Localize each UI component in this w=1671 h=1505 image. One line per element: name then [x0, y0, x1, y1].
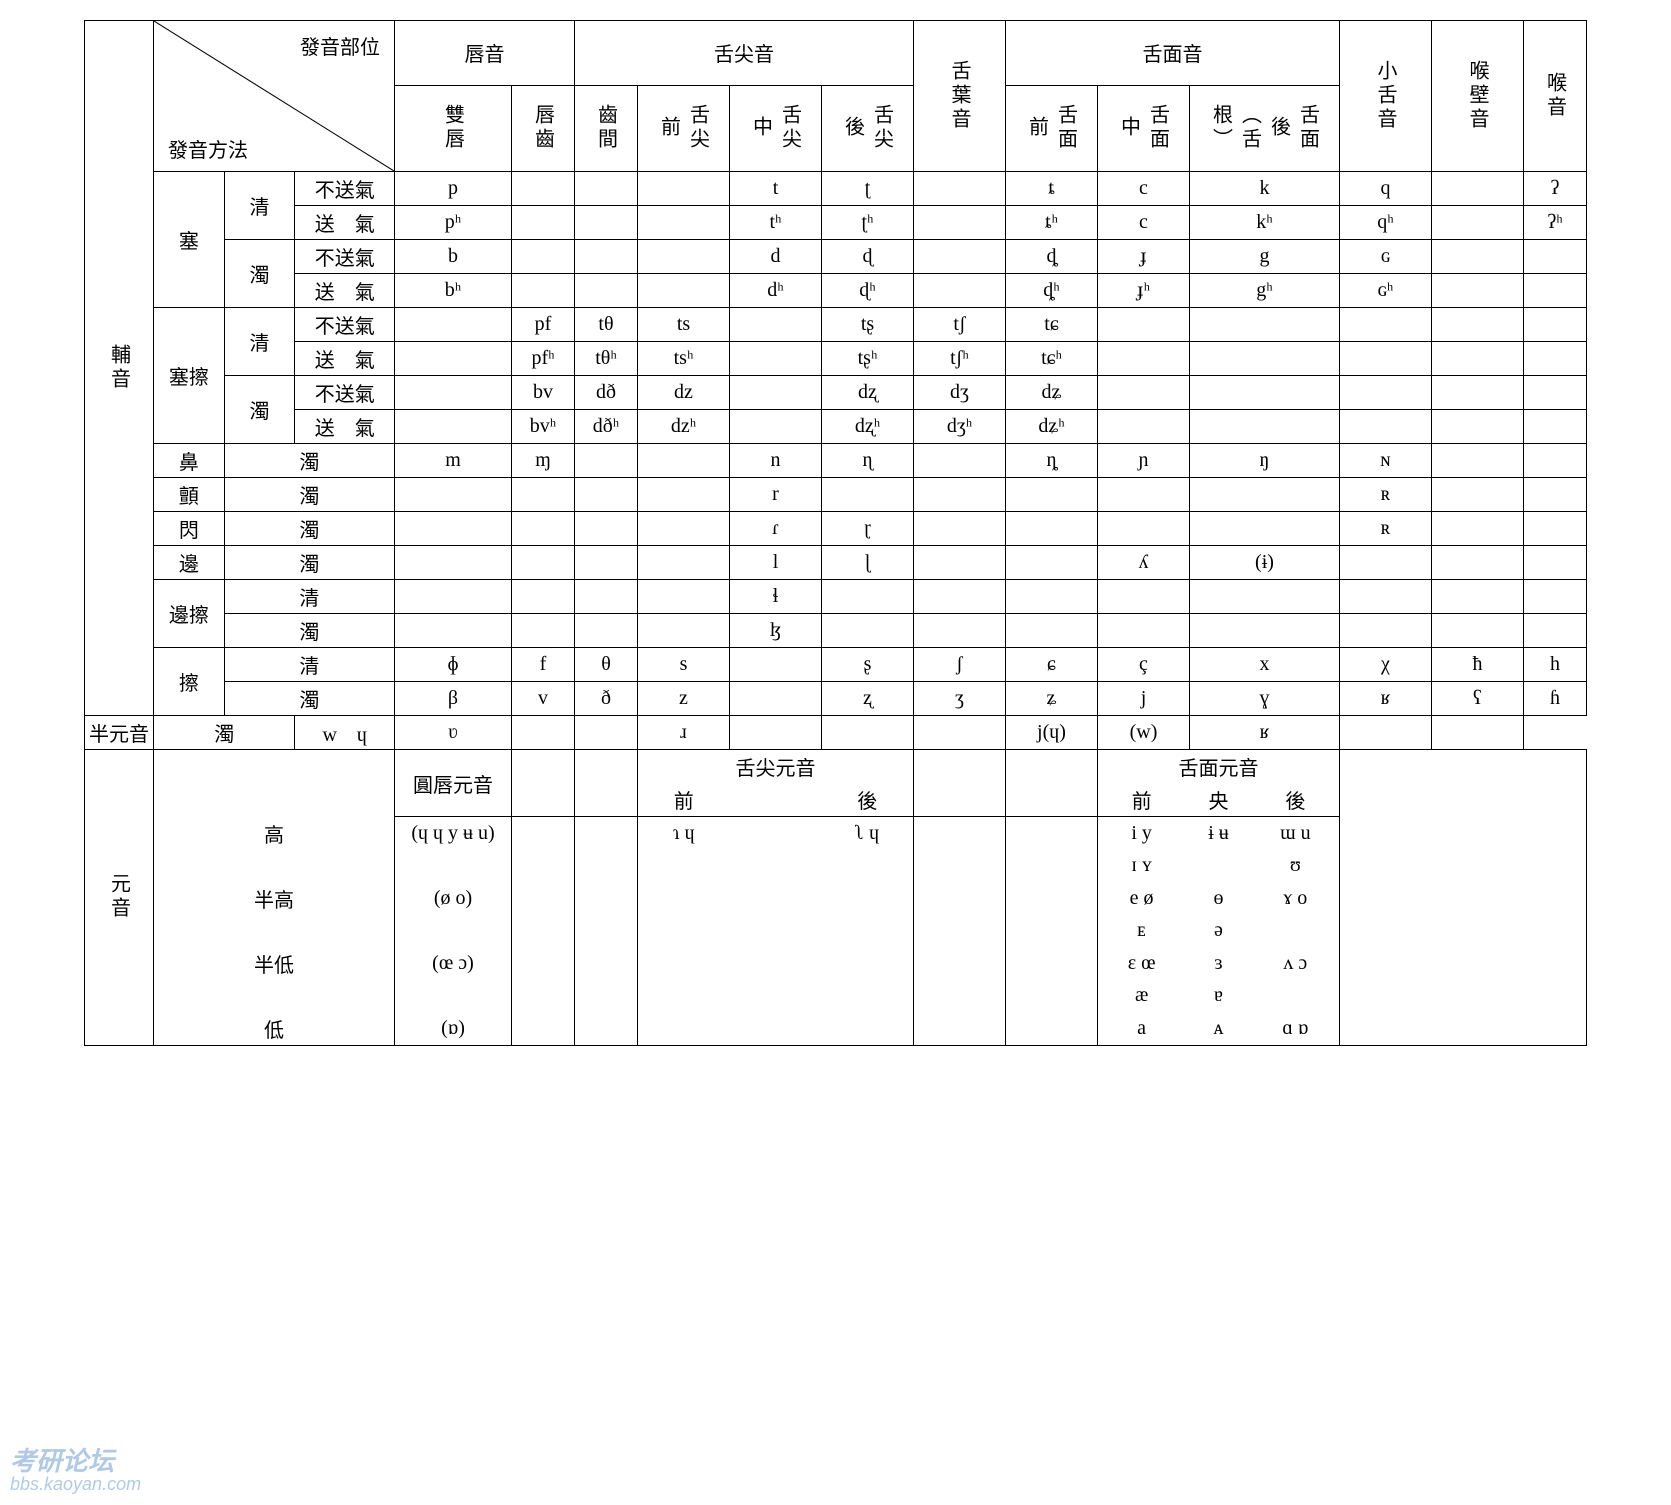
c: k: [1190, 172, 1340, 206]
vowel-row-low: 低: [154, 1012, 395, 1046]
manner-semivowel: 半元音: [85, 716, 154, 750]
c: gʰ: [1190, 274, 1340, 308]
asp-un1: 不送氣: [295, 172, 395, 206]
c: q: [1340, 172, 1432, 206]
corner-cell: 發音部位 發音方法: [154, 21, 395, 172]
c: p: [395, 172, 512, 206]
voice-vd1: 濁: [224, 240, 295, 308]
c: qʰ: [1340, 206, 1432, 240]
asp-as2: 送 氣: [295, 274, 395, 308]
col-interdental: 齒間: [575, 85, 638, 171]
col-apical-front: 舌尖前: [638, 85, 730, 171]
c: ȡ: [1006, 240, 1098, 274]
manner-nasal: 鼻: [154, 444, 225, 478]
c: dʰ: [730, 274, 822, 308]
voice-vl1: 清: [224, 172, 295, 240]
c: pʰ: [395, 206, 512, 240]
c: ʈ: [822, 172, 914, 206]
asp-as1: 送 氣: [295, 206, 395, 240]
col-apical-mid: 舌尖中: [730, 85, 822, 171]
vowel-row-midlow: 半低: [154, 947, 395, 980]
c: c: [1098, 172, 1190, 206]
hdr-apical: 舌尖音: [575, 21, 914, 86]
col-dorsal-back: 舌面後（舌根）: [1190, 85, 1340, 171]
corner-bottom: 發音方法: [168, 134, 248, 163]
c: c: [1098, 206, 1190, 240]
hdr-dorsal: 舌面音: [1006, 21, 1340, 86]
c: g: [1190, 240, 1340, 274]
c: b: [395, 240, 512, 274]
vowel-rounded-hdr: 圓唇元音: [395, 750, 512, 817]
col-bilabial: 雙唇: [395, 85, 512, 171]
c: d: [730, 240, 822, 274]
c: tʰ: [730, 206, 822, 240]
c: ʔ: [1524, 172, 1587, 206]
ipa-consonant-vowel-table: 輔音 發音部位 發音方法 唇音 舌尖音 舌葉音 舌面音 小舌音 喉壁音 喉音 雙…: [84, 20, 1587, 1046]
c: t: [730, 172, 822, 206]
c: ɖʰ: [822, 274, 914, 308]
watermark-line1: 考研论坛: [10, 1447, 141, 1476]
hdr-labial: 唇音: [395, 21, 575, 86]
manner-fricative: 擦: [154, 648, 225, 716]
c: ɟ: [1098, 240, 1190, 274]
c: ɢ: [1340, 240, 1432, 274]
c: ʔʰ: [1524, 206, 1587, 240]
manner-tap: 閃: [154, 512, 225, 546]
voice-vd2: 濁: [224, 376, 295, 444]
voice-vl2: 清: [224, 308, 295, 376]
c: ɟʰ: [1098, 274, 1190, 308]
c: bʰ: [395, 274, 512, 308]
col-glottal: 喉音: [1524, 21, 1587, 172]
manner-lateral: 邊: [154, 546, 225, 580]
col-dorsal-front: 舌面前: [1006, 85, 1098, 171]
c: ȡʰ: [1006, 274, 1098, 308]
side-vowel: 元音: [85, 750, 154, 1046]
vowel-row-midhigh: 半高: [154, 882, 395, 915]
vowel-row-high: 高: [154, 817, 395, 850]
c: ȶ: [1006, 172, 1098, 206]
col-dorsal-mid: 舌面中: [1098, 85, 1190, 171]
manner-stop: 塞: [154, 172, 225, 308]
col-laminal: 舌葉音: [914, 21, 1006, 172]
c: ȶʰ: [1006, 206, 1098, 240]
watermark-line2: bbs.kaoyan.com: [10, 1475, 141, 1495]
manner-trill: 顫: [154, 478, 225, 512]
col-uvular: 小舌音: [1340, 21, 1432, 172]
c: ʈʰ: [822, 206, 914, 240]
col-pharyngeal: 喉壁音: [1432, 21, 1524, 172]
col-labiodental: 唇齒: [512, 85, 575, 171]
manner-latfric: 邊擦: [154, 580, 225, 648]
vowel-dorsal-sub: 前央後: [1098, 783, 1340, 817]
side-consonant: 輔音: [85, 21, 154, 716]
col-apical-back: 舌尖後: [822, 85, 914, 171]
c: kʰ: [1190, 206, 1340, 240]
vowel-apical-hdr: 舌尖元音: [638, 750, 914, 784]
c: ɖ: [822, 240, 914, 274]
asp-un2: 不送氣: [295, 240, 395, 274]
manner-affricate: 塞擦: [154, 308, 225, 444]
c: ɢʰ: [1340, 274, 1432, 308]
vowel-dorsal-hdr: 舌面元音: [1098, 750, 1340, 784]
corner-top: 發音部位: [300, 31, 380, 60]
watermark: 考研论坛 bbs.kaoyan.com: [10, 1447, 141, 1495]
